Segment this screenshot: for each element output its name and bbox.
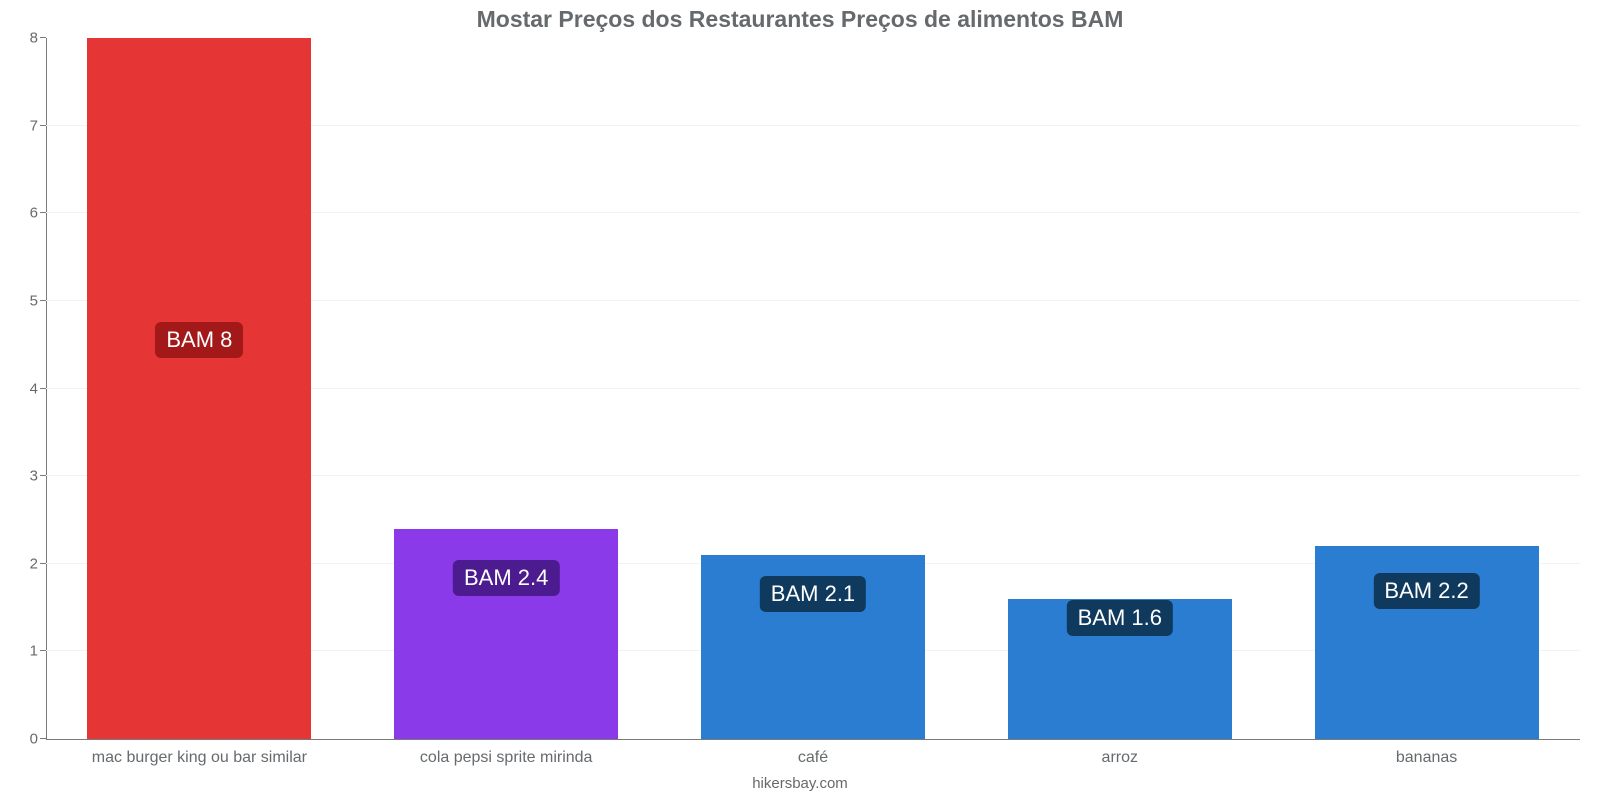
value-badge: BAM 2.1: [760, 576, 866, 612]
bar-slot: BAM 2.1café: [660, 38, 967, 739]
y-tick-label: 5: [12, 292, 38, 309]
value-badge: BAM 2.4: [453, 560, 559, 596]
bar-slot: BAM 8mac burger king ou bar similar: [46, 38, 353, 739]
x-tick-label: mac burger king ou bar similar: [92, 749, 307, 767]
bar: [87, 38, 311, 739]
attribution-text: hikersbay.com: [0, 775, 1600, 792]
bar-slot: BAM 2.2bananas: [1273, 38, 1580, 739]
x-tick-label: arroz: [1102, 749, 1138, 767]
y-tick-label: 7: [12, 117, 38, 134]
bar-slot: BAM 2.4cola pepsi sprite mirinda: [353, 38, 660, 739]
plot-area: 012345678 BAM 8mac burger king ou bar si…: [46, 38, 1580, 740]
chart-title: Mostar Preços dos Restaurantes Preços de…: [0, 0, 1600, 33]
value-badge: BAM 2.2: [1373, 573, 1479, 609]
y-tick-label: 6: [12, 205, 38, 222]
x-tick-label: bananas: [1396, 749, 1457, 767]
y-tick-label: 1: [12, 643, 38, 660]
x-tick-label: café: [798, 749, 828, 767]
value-badge: BAM 8: [155, 322, 243, 358]
x-tick-label: cola pepsi sprite mirinda: [420, 749, 593, 767]
value-badge: BAM 1.6: [1067, 600, 1173, 636]
y-tick-label: 2: [12, 555, 38, 572]
bar-slot: BAM 1.6arroz: [966, 38, 1273, 739]
y-tick-label: 4: [12, 380, 38, 397]
y-tick-label: 0: [12, 731, 38, 748]
bars-container: BAM 8mac burger king ou bar similarBAM 2…: [46, 38, 1580, 739]
y-tick-label: 8: [12, 30, 38, 47]
y-tick-label: 3: [12, 468, 38, 485]
